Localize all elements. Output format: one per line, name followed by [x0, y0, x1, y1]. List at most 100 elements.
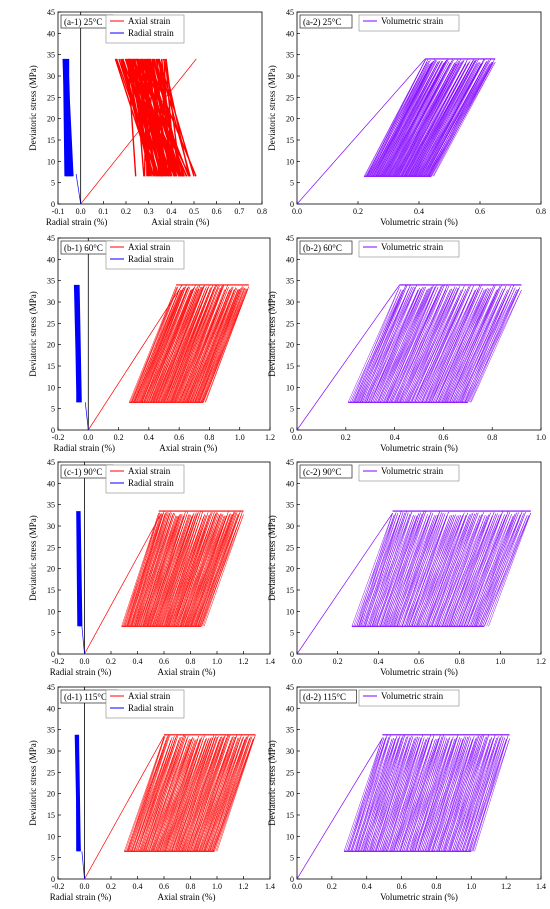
x-tick-label: 0.6 — [174, 433, 184, 442]
x-tick-label: 0.2 — [333, 657, 343, 666]
x-tick-label: 0.8 — [536, 207, 546, 216]
x-tick-label: 0.8 — [204, 433, 214, 442]
y-tick-label: 25 — [47, 319, 55, 328]
y-tick-label: 15 — [47, 136, 55, 145]
panel-label: (b-2) 60°C — [299, 240, 353, 255]
panel-c-2: 0 5 10 15 20 25 30 35 40 45 0.0 0.2 0.4 0.6 0.8 1.0 1.2 D… — [267, 458, 546, 677]
first-loading-curve — [75, 174, 82, 204]
plot-area — [297, 58, 496, 204]
legend: Axial strain Radial strain — [105, 240, 185, 270]
first-loading-curve — [297, 738, 383, 879]
y-tick-label: 10 — [286, 157, 294, 166]
x-tick-label: 0.0 — [292, 207, 302, 216]
y-tick-label: 40 — [47, 704, 55, 713]
panel-b-1: 0 5 10 15 20 25 30 35 40 45 -0.2 0.0 0.2 0.4 0.6 0.8 1.0… — [28, 234, 275, 453]
y-tick-label: 30 — [286, 522, 294, 531]
series-volumetric-strain — [297, 284, 522, 430]
x-tick-label: -0.2 — [52, 657, 65, 666]
y-tick-label: 5 — [51, 854, 55, 863]
x-tick-label: 0.4 — [144, 433, 154, 442]
y-tick-label: 35 — [286, 501, 294, 510]
loading-cycles — [62, 58, 74, 177]
x-tick-label: -0.2 — [52, 882, 65, 891]
legend-label: Radial strain — [128, 703, 174, 713]
y-tick-label: 30 — [47, 747, 55, 756]
x-tick-label: 1.0 — [212, 882, 222, 891]
y-tick-label: 40 — [286, 255, 294, 264]
x-tick-label: 1.4 — [265, 657, 275, 666]
x-tick-label: 0.6 — [159, 657, 169, 666]
series-axial-strain — [84, 734, 256, 879]
first-loading-curve — [81, 626, 85, 654]
legend-label: Radial strain — [128, 478, 174, 488]
loading-cycles — [343, 734, 510, 852]
legend: Volumetric strain — [358, 464, 460, 482]
y-tick-label: 25 — [286, 543, 294, 552]
x-tick-label: 0.4 — [373, 657, 383, 666]
legend: Axial strain Radial strain — [105, 464, 185, 494]
panel-label-text: (b-2) 60°C — [303, 243, 342, 253]
x-tick-label: 1.2 — [536, 657, 546, 666]
y-tick-label: 10 — [286, 607, 294, 616]
y-tick-label: 0 — [290, 200, 294, 209]
panel-label-text: (d-1) 115°C — [64, 692, 107, 702]
x-tick-label: 1.0 — [466, 882, 476, 891]
plot-area — [76, 462, 244, 654]
series-axial-strain — [80, 58, 197, 204]
x-axis-title-radial: Radial strain (%) — [46, 217, 107, 227]
series-radial-strain — [76, 511, 85, 654]
x-tick-label: 0.1 — [98, 207, 108, 216]
legend-label: Axial strain — [128, 466, 171, 476]
series-axial-strain — [84, 510, 244, 654]
y-axis-title: Deviatoric stress (MPa) — [267, 65, 277, 150]
panel-label-text: (c-1) 90°C — [64, 467, 102, 477]
y-tick-label: 40 — [286, 704, 294, 713]
x-tick-label: 0.6 — [438, 433, 448, 442]
y-tick-label: 40 — [47, 479, 55, 488]
y-tick-label: 20 — [286, 341, 294, 350]
y-axis-title: Deviatoric stress (MPa) — [28, 740, 38, 825]
x-tick-label: 0.4 — [390, 433, 400, 442]
y-tick-label: 10 — [47, 157, 55, 166]
y-axis-title: Deviatoric stress (MPa) — [267, 515, 277, 600]
panel-label-text: (c-2) 90°C — [303, 467, 341, 477]
y-tick-label: 5 — [51, 405, 55, 414]
plot-area — [297, 284, 522, 430]
y-tick-label: 25 — [47, 543, 55, 552]
panel-label: (a-2) 25°C — [299, 14, 353, 29]
legend-box — [105, 240, 185, 270]
y-tick-label: 30 — [47, 522, 55, 531]
x-tick-label: 0.2 — [341, 433, 351, 442]
y-tick-label: 20 — [286, 115, 294, 124]
y-tick-label: 35 — [47, 501, 55, 510]
legend: Volumetric strain — [358, 14, 460, 32]
first-loading-curve — [297, 513, 393, 654]
x-tick-label: 0.4 — [414, 207, 424, 216]
panel-label: (a-1) 25°C — [60, 14, 114, 29]
x-tick-label: 1.2 — [239, 882, 249, 891]
legend-label: Axial strain — [128, 691, 171, 701]
x-tick-label: 0.2 — [121, 207, 131, 216]
y-axis-title: Deviatoric stress (MPa) — [28, 65, 38, 150]
y-tick-label: 20 — [47, 565, 55, 574]
first-loading-curve — [84, 513, 162, 654]
y-tick-label: 35 — [47, 51, 55, 60]
legend-box — [105, 14, 185, 44]
x-tick-label: 0.2 — [106, 657, 116, 666]
first-loading-curve — [84, 735, 165, 879]
x-tick-label: 0.6 — [414, 657, 424, 666]
x-axis-title-radial: Radial strain (%) — [50, 667, 111, 677]
x-tick-label: 0.2 — [114, 433, 124, 442]
y-tick-label: 40 — [47, 255, 55, 264]
x-tick-label: 1.0 — [495, 657, 505, 666]
x-tick-label: 0.0 — [83, 433, 93, 442]
series-radial-strain — [74, 734, 85, 879]
loading-cycles — [74, 734, 81, 852]
plot-area — [297, 510, 532, 654]
y-tick-label: 35 — [286, 277, 294, 286]
y-tick-label: 35 — [47, 277, 55, 286]
y-tick-label: 10 — [286, 383, 294, 392]
series-volumetric-strain — [297, 58, 496, 204]
y-tick-label: 0 — [290, 875, 294, 884]
x-tick-label: 0.8 — [487, 433, 497, 442]
